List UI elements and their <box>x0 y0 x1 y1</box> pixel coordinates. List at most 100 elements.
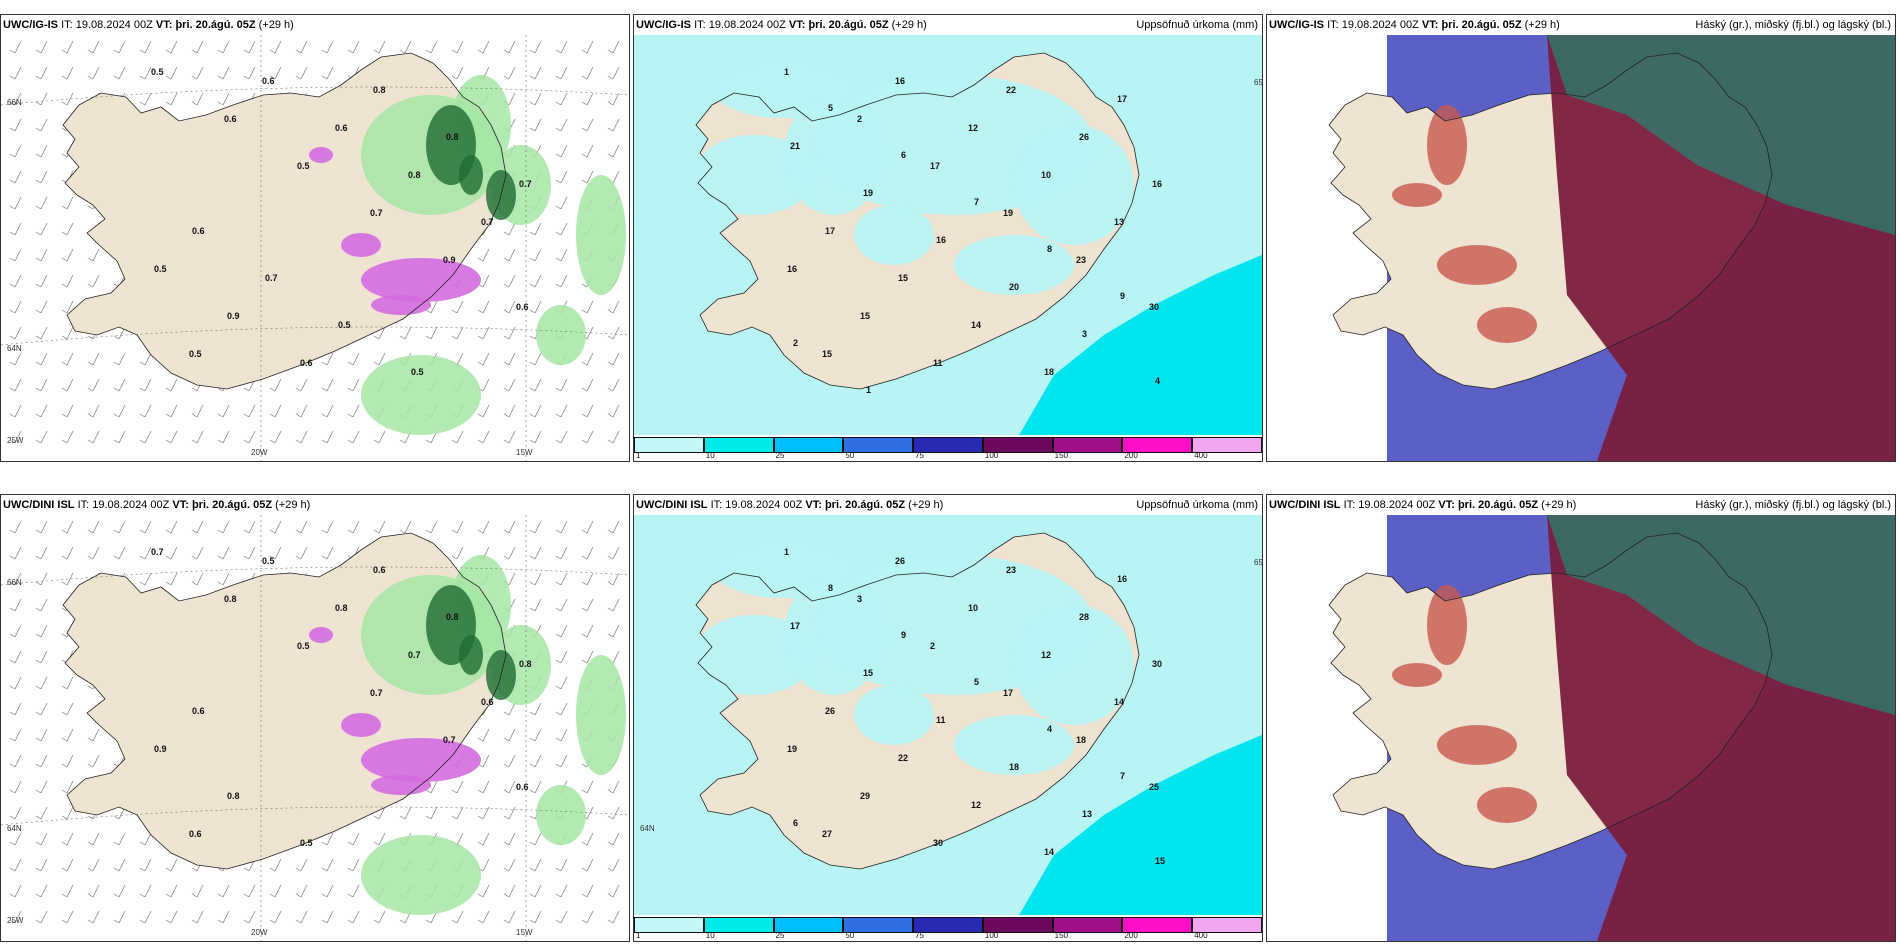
value-label: 17 <box>790 621 800 631</box>
value-label: 0.6 <box>516 782 529 792</box>
value-label: 16 <box>895 76 905 86</box>
value-label: 0.7 <box>151 547 164 557</box>
value-label: 23 <box>1006 565 1016 575</box>
value-label: 0.5 <box>154 264 167 274</box>
value-label: 0.8 <box>335 603 348 613</box>
snow-pink <box>371 295 431 315</box>
green-snow-areas <box>361 75 626 435</box>
colorbar-swatch <box>773 917 844 933</box>
colorbar-tick: 50 <box>845 451 855 460</box>
value-label: 15 <box>860 311 870 321</box>
cloud-patch <box>1437 725 1517 765</box>
colorbar-tick: 1 <box>636 931 641 940</box>
cloud-patch <box>1437 245 1517 285</box>
value-label: 11 <box>933 358 943 368</box>
colorbar-tick: 50 <box>845 931 855 940</box>
colorbar-tick: 200 <box>1124 451 1138 460</box>
value-label: 10 <box>968 603 978 613</box>
value-label: 0.6 <box>481 697 494 707</box>
value-label: 16 <box>1117 574 1127 584</box>
colorbar-tick: 75 <box>915 451 925 460</box>
value-label: 0.7 <box>443 735 456 745</box>
colorbar-swatch <box>703 917 774 933</box>
value-label: 1 <box>866 385 871 395</box>
value-label: 14 <box>1114 697 1124 707</box>
header-vt-value: þri. 20.ágú. 05Z <box>1457 499 1539 511</box>
graticule <box>1 35 629 461</box>
colorbar-swatch <box>843 437 914 453</box>
value-label: 6 <box>901 150 906 160</box>
colorbar-swatch <box>1192 437 1262 453</box>
value-label: 22 <box>1006 85 1016 95</box>
value-labels: 1321718252726101214192930232830262212141… <box>784 547 1165 866</box>
cloud-patches <box>1392 105 1537 343</box>
panel-title: UWC/IG-IS IT: 19.08.2024 00Z VT: þri. 20… <box>1269 19 1560 31</box>
panel-title: UWC/DINI ISL IT: 19.08.2024 00Z VT: þri.… <box>1269 499 1576 511</box>
colorbar-swatch <box>913 437 983 453</box>
precip-area <box>1014 605 1134 725</box>
value-label: 0.8 <box>224 594 237 604</box>
header-it-label: IT: <box>694 19 706 31</box>
colorbar-tick: 150 <box>1054 451 1069 460</box>
axis-label: 25W <box>7 916 24 925</box>
value-labels: 0.5 0.6 0.5 0.7 0.9 0.6 0.5 0.6 0.6 0.8 0.7 0.5 0.9 0… <box>151 67 532 377</box>
header-vt-label: VT: <box>805 499 822 511</box>
header-model: UWC/IG-IS <box>1269 19 1324 31</box>
header-vt-value: þri. 20.ágú. 05Z <box>824 499 906 511</box>
value-label: 6 <box>793 818 798 828</box>
header-lead: (+29 h) <box>891 19 927 31</box>
cloud-patch <box>1392 663 1442 687</box>
value-label: 26 <box>1079 132 1089 142</box>
snow-light <box>536 305 586 365</box>
colorbar-swatch <box>982 437 1053 453</box>
value-label: 0.5 <box>151 67 164 77</box>
value-label: 0.6 <box>262 76 275 86</box>
colorbar-swatch <box>703 437 774 453</box>
axis-label: 66N <box>7 578 22 587</box>
precip-area <box>954 235 1074 295</box>
colorbar-swatch <box>1122 917 1193 933</box>
value-label: 20 <box>1009 282 1019 292</box>
snow-heavy <box>459 155 483 195</box>
map-canvas: 65N1217192330151612101316151122261617151… <box>634 35 1262 461</box>
snow-light <box>536 785 586 845</box>
panel-field-title: Uppsöfnuð úrkoma (mm) <box>1136 19 1258 31</box>
axis-label: 15W <box>516 448 533 457</box>
header-it-label: IT: <box>1327 19 1339 31</box>
value-label: 15 <box>898 273 908 283</box>
value-labels: 0.7 0.8 0.5 0.7 0.7 0.6 0.6 0.5 0.8 0.7 0.6 0.9 0.8 0… <box>151 547 532 848</box>
panel-title: UWC/IG-IS IT: 19.08.2024 00Z VT: þri. 20… <box>3 19 294 31</box>
header-it-value: 19.08.2024 00Z <box>708 19 786 31</box>
map-panel-cloud: UWC/DINI ISL IT: 19.08.2024 00Z VT: þri.… <box>1266 494 1896 942</box>
header-lead: (+29 h) <box>1541 499 1577 511</box>
colorbar-tick: 100 <box>984 451 999 460</box>
glacier-snow <box>309 147 481 315</box>
header-lead: (+29 h) <box>908 499 944 511</box>
header-model: UWC/DINI ISL <box>1269 499 1341 511</box>
snow-pink <box>361 738 481 782</box>
snow-light <box>576 655 626 775</box>
header-model: UWC/DINI ISL <box>3 499 75 511</box>
cloud-patch <box>1427 585 1467 665</box>
value-label: 0.8 <box>446 612 459 622</box>
colorbar-swatch <box>1052 437 1123 453</box>
value-label: 0.9 <box>443 255 456 265</box>
value-label: 11 <box>936 715 946 725</box>
panel-header: UWC/DINI ISL IT: 19.08.2024 00Z VT: þri.… <box>1267 495 1895 515</box>
value-label: 0.8 <box>373 85 386 95</box>
value-label: 17 <box>1117 94 1127 104</box>
colorbar-tick: 1 <box>636 451 641 460</box>
value-label: 30 <box>933 838 943 848</box>
value-label: 0.9 <box>154 744 167 754</box>
value-label: 4 <box>1155 376 1160 386</box>
value-label: 3 <box>1082 329 1087 339</box>
graticule <box>1 515 629 941</box>
value-label: 22 <box>898 753 908 763</box>
axis-label: 66N <box>7 98 22 107</box>
precip-colorbar: 1 10 25 50 75 100 150 200 400 <box>634 435 1262 461</box>
header-model: UWC/DINI ISL <box>636 499 708 511</box>
header-vt-value: þri. 20.ágú. 05Z <box>808 19 889 31</box>
colorbar-tick: 75 <box>915 931 925 940</box>
colorbar-tick: 25 <box>775 931 785 940</box>
